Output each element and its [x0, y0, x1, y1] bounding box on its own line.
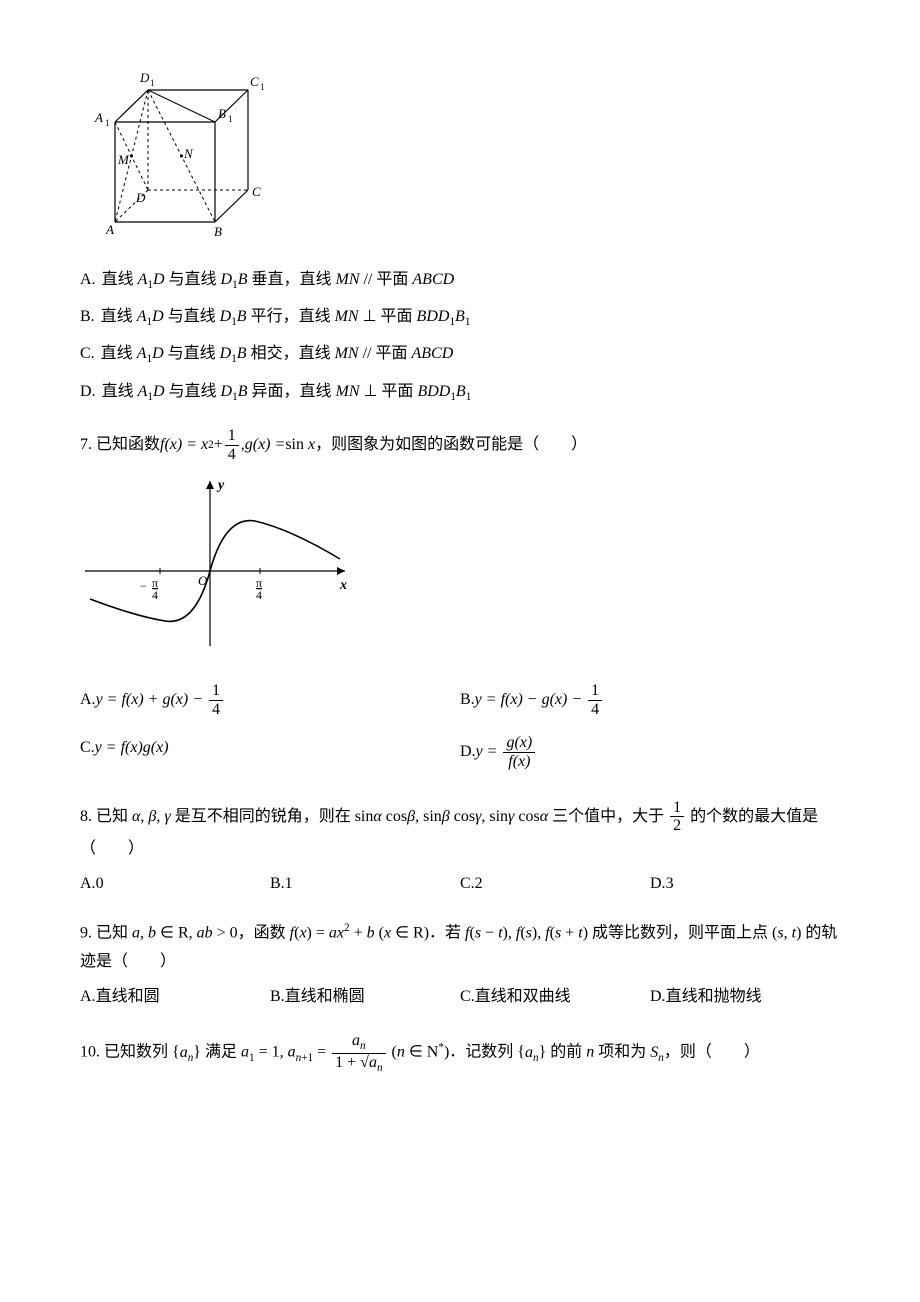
q7-option-a: A. y = f(x) + g(x) − 14: [80, 682, 460, 718]
svg-text:M: M: [117, 152, 130, 167]
svg-text:C: C: [250, 74, 259, 89]
q9-option-d: D.直线和抛物线: [650, 983, 840, 1012]
q-num: 9.: [80, 925, 92, 942]
text: 已知函数: [96, 431, 160, 460]
cube-svg: D1 C1 A1 B1 D C A B M N: [80, 60, 280, 240]
q9-stem: 9. 已知 a, b ∈ R, ab > 0，函数 f(x) = ax2 + b…: [80, 918, 840, 977]
svg-text:x: x: [339, 578, 347, 593]
q-num: 7.: [80, 431, 92, 460]
q6-options: A. 直线 A1D 与直线 D1B 垂直，直线 MN // 平面 ABCD B.…: [80, 266, 840, 407]
svg-text:1: 1: [228, 114, 233, 124]
q8-option-c: C.2: [460, 870, 650, 899]
q6-option-b: B. 直线 A1D 与直线 D1B 平行，直线 MN ⊥ 平面 BDD1B1: [80, 303, 840, 332]
opt-text: y = f(x) − g(x) − 14: [475, 682, 604, 718]
svg-text:4: 4: [256, 588, 262, 602]
q8: 8. 已知 α, β, γ 是互不相同的锐角，则在 sinα cosβ, sin…: [80, 799, 840, 899]
svg-text:y: y: [216, 478, 225, 493]
graph-figure: O x y − π 4 π 4: [80, 471, 840, 662]
q9-options: A.直线和圆 B.直线和椭圆 C.直线和双曲线 D.直线和抛物线: [80, 983, 840, 1012]
q8-option-a: A.0: [80, 870, 270, 899]
svg-text:1: 1: [150, 78, 155, 88]
q8-option-d: D.3: [650, 870, 840, 899]
q-num: 8.: [80, 807, 92, 824]
q7-options: A. y = f(x) + g(x) − 14 B. y = f(x) − g(…: [80, 674, 840, 778]
q8-stem: 8. 已知 α, β, γ 是互不相同的锐角，则在 sinα cosβ, sin…: [80, 799, 840, 864]
q7-option-d: D. y = g(x)f(x): [460, 734, 840, 770]
opt-text: y = f(x)g(x): [95, 734, 169, 763]
svg-text:1: 1: [260, 82, 265, 92]
svg-text:A: A: [94, 110, 103, 125]
text: ，则图象为如图的函数可能是（ ）: [315, 431, 587, 460]
opt-label: A.: [80, 686, 96, 715]
q9-option-b: B.直线和椭圆: [270, 983, 460, 1012]
opt-label: C.: [80, 734, 95, 763]
opt-text: 直线 A1D 与直线 D1B 相交，直线 MN // 平面 ABCD: [101, 340, 454, 369]
formula: f(x) = x: [160, 431, 208, 460]
svg-text:C: C: [252, 184, 261, 199]
q7-option-c: C. y = f(x)g(x): [80, 734, 460, 770]
opt-text: 直线 A1D 与直线 D1B 垂直，直线 MN // 平面 ABCD: [102, 266, 455, 295]
q6-option-c: C. 直线 A1D 与直线 D1B 相交，直线 MN // 平面 ABCD: [80, 340, 840, 369]
opt-text: y = f(x) + g(x) − 14: [96, 682, 225, 718]
opt-label: B.: [80, 303, 95, 332]
opt-text: 直线 A1D 与直线 D1B 平行，直线 MN ⊥ 平面 BDD1B1: [101, 303, 471, 332]
svg-text:N: N: [183, 146, 194, 161]
svg-text:B: B: [214, 224, 222, 239]
q7-stem: 7. 已知函数 f(x) = x2 + 14 , g(x) = sin x ，则…: [80, 427, 840, 463]
svg-text:B: B: [218, 106, 226, 121]
q10-stem: 10. 已知数列 {an} 满足 a1 = 1, an+1 = an 1 + √…: [80, 1032, 840, 1074]
q6-option-a: A. 直线 A1D 与直线 D1B 垂直，直线 MN // 平面 ABCD: [80, 266, 840, 295]
frac: an 1 + √an: [332, 1032, 385, 1074]
svg-text:A: A: [105, 222, 114, 237]
q6-option-d: D. 直线 A1D 与直线 D1B 异面，直线 MN ⊥ 平面 BDD1B1: [80, 378, 840, 407]
svg-text:D: D: [139, 70, 150, 85]
opt-label: A.: [80, 266, 96, 295]
q9: 9. 已知 a, b ∈ R, ab > 0，函数 f(x) = ax2 + b…: [80, 918, 840, 1012]
opt-label: C.: [80, 340, 95, 369]
q10: 10. 已知数列 {an} 满足 a1 = 1, an+1 = an 1 + √…: [80, 1032, 840, 1074]
svg-text:O: O: [198, 573, 208, 588]
opt-label: D.: [460, 738, 476, 767]
q-num: 10.: [80, 1044, 100, 1061]
q8-options: A.0 B.1 C.2 D.3: [80, 870, 840, 899]
opt-text: 直线 A1D 与直线 D1B 异面，直线 MN ⊥ 平面 BDD1B1: [102, 378, 472, 407]
formula: g(x) =: [245, 431, 286, 460]
q8-option-b: B.1: [270, 870, 460, 899]
frac: 12: [670, 799, 684, 835]
text: sin x: [285, 431, 315, 460]
opt-label: B.: [460, 686, 475, 715]
opt-text: y = g(x)f(x): [476, 734, 538, 770]
frac: 14: [225, 427, 239, 463]
q9-option-c: C.直线和双曲线: [460, 983, 650, 1012]
cube-figure: D1 C1 A1 B1 D C A B M N: [80, 60, 840, 251]
opt-label: D.: [80, 378, 96, 407]
svg-text:−: −: [140, 579, 147, 593]
svg-text:1: 1: [105, 118, 110, 128]
text: +: [214, 431, 223, 460]
svg-text:4: 4: [152, 588, 158, 602]
graph-svg: O x y − π 4 π 4: [80, 471, 360, 651]
svg-text:D: D: [135, 190, 146, 205]
q7-option-b: B. y = f(x) − g(x) − 14: [460, 682, 840, 718]
q9-option-a: A.直线和圆: [80, 983, 270, 1012]
q7: 7. 已知函数 f(x) = x2 + 14 , g(x) = sin x ，则…: [80, 427, 840, 778]
